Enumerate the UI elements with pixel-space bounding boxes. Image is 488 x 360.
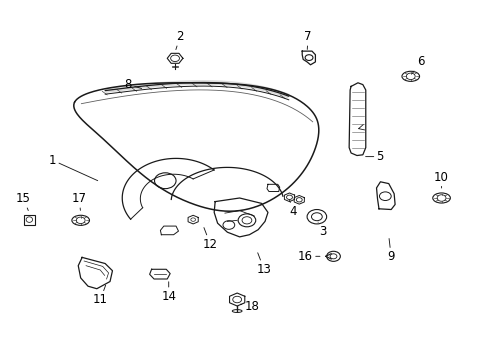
Text: 9: 9 [386, 239, 394, 263]
Text: 1: 1 [49, 154, 98, 181]
Bar [24, 215, 35, 225]
Text: 3: 3 [318, 222, 326, 238]
Text: 6: 6 [411, 55, 424, 73]
Text: 17: 17 [72, 192, 86, 210]
Text: 16: 16 [297, 250, 319, 263]
Text: 7: 7 [304, 30, 311, 49]
Text: 15: 15 [16, 192, 31, 211]
Text: 2: 2 [176, 30, 183, 50]
Text: 5: 5 [365, 150, 383, 163]
Text: 18: 18 [240, 300, 259, 313]
Text: 14: 14 [161, 282, 176, 303]
Text: 4: 4 [289, 200, 297, 218]
Text: 12: 12 [203, 228, 217, 251]
Text: 13: 13 [256, 253, 271, 276]
Text: 10: 10 [433, 171, 448, 188]
Text: 11: 11 [93, 285, 107, 306]
Text: 8: 8 [124, 78, 142, 91]
